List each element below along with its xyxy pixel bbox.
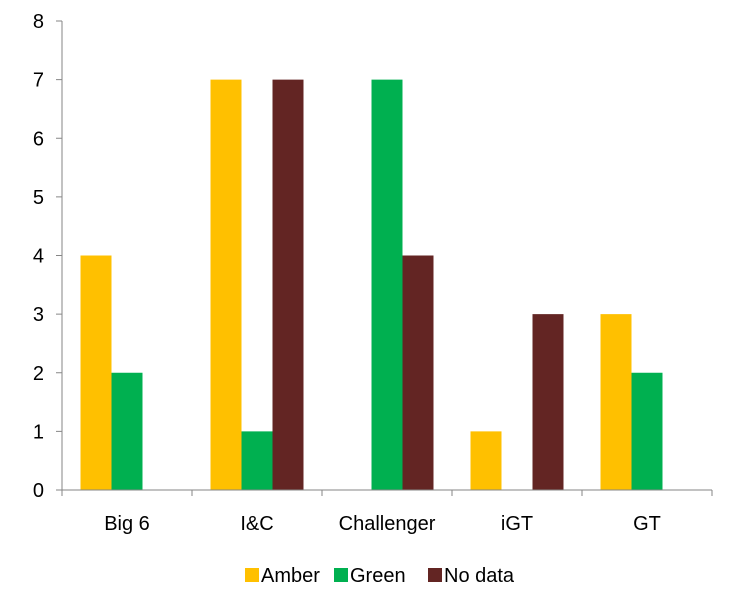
bar-amber	[80, 255, 112, 490]
x-tick-label: iGT	[501, 513, 533, 535]
x-tick-label: Big 6	[104, 513, 150, 535]
y-tick-label: 2	[33, 363, 44, 385]
y-tick-label: 7	[33, 70, 44, 92]
legend-swatch	[245, 568, 259, 582]
bar-amber	[600, 314, 632, 490]
y-tick-label: 0	[33, 480, 44, 502]
y-tick-label: 5	[33, 187, 44, 209]
bars	[80, 79, 663, 490]
bar-no-data	[532, 314, 564, 490]
y-tick-label: 8	[33, 11, 44, 33]
bar-amber	[470, 431, 502, 490]
y-tick-label: 4	[33, 246, 44, 268]
legend-swatch	[428, 568, 442, 582]
bar-green	[111, 372, 143, 490]
bar-green	[371, 79, 403, 490]
y-tick-label: 3	[33, 304, 44, 326]
legend-label: Green	[350, 565, 406, 587]
legend-label: No data	[444, 565, 515, 587]
y-tick-label: 6	[33, 128, 44, 150]
legend-label: Amber	[261, 565, 320, 587]
legend: Amber Green No data	[245, 565, 515, 587]
bar-green	[631, 372, 663, 490]
x-tick-label: Challenger	[339, 513, 436, 535]
y-axis-tick-labels: 0 1 2 3 4 5 6 7 8	[33, 11, 44, 502]
x-axis-tick-labels: Big 6 I&C Challenger iGT GT	[104, 513, 661, 535]
x-tick-label: GT	[633, 513, 661, 535]
x-axis-ticks	[61, 490, 713, 496]
y-tick-label: 1	[33, 421, 44, 443]
x-tick-label: I&C	[240, 513, 273, 535]
bar-amber	[210, 79, 242, 490]
y-axis-ticks	[56, 20, 62, 491]
bar-no-data	[272, 79, 304, 490]
bar-no-data	[402, 255, 434, 490]
bar-green	[241, 431, 273, 490]
legend-swatch	[334, 568, 348, 582]
